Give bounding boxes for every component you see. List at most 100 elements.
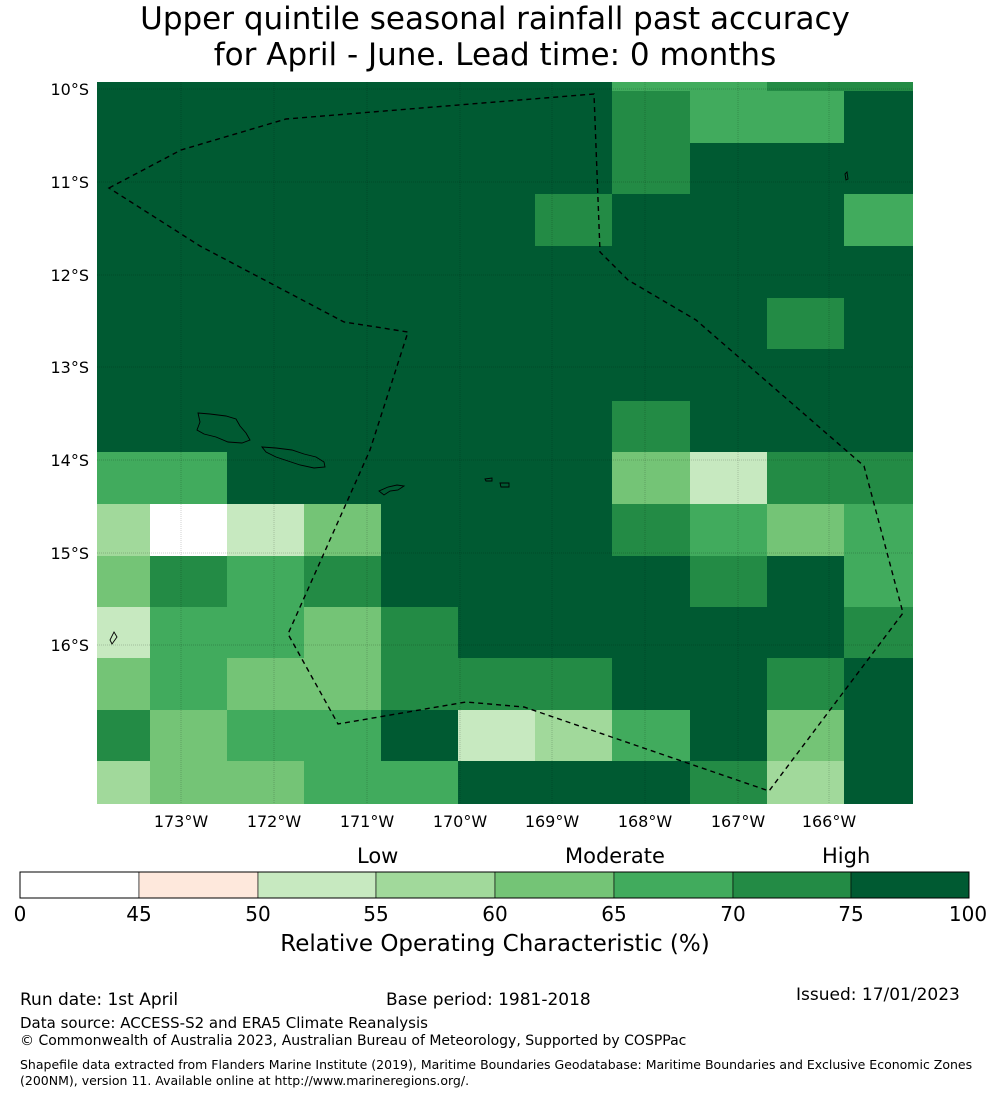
grid-cell bbox=[227, 658, 304, 710]
grid-cell bbox=[150, 143, 227, 194]
grid-cell bbox=[304, 143, 381, 194]
grid-cell bbox=[304, 504, 381, 556]
legend-low-label: Low bbox=[357, 844, 399, 868]
grid-cell bbox=[97, 298, 150, 349]
grid-cell bbox=[690, 401, 767, 452]
grid-cell bbox=[844, 91, 913, 143]
grid-cell bbox=[150, 710, 227, 761]
grid-cell bbox=[97, 658, 150, 710]
grid-cell bbox=[612, 143, 690, 194]
savaii-island bbox=[196, 412, 251, 444]
grid-cell bbox=[150, 91, 227, 143]
grid-cell bbox=[381, 761, 458, 804]
grid-cell bbox=[844, 143, 913, 194]
grid-cell bbox=[612, 761, 690, 804]
shapefile-credit-line-1: Shapefile data extracted from Flanders M… bbox=[20, 1057, 973, 1072]
grid-cell bbox=[150, 452, 227, 504]
grid-cell bbox=[690, 607, 767, 658]
grid-cell bbox=[767, 658, 844, 710]
grid-cell bbox=[767, 298, 844, 349]
eez-boundary bbox=[107, 93, 904, 792]
grid-cell bbox=[304, 82, 381, 91]
grid-cell bbox=[458, 349, 535, 401]
grid-cell bbox=[458, 246, 535, 298]
grid-cell bbox=[304, 246, 381, 298]
grid-cell bbox=[690, 82, 767, 91]
grid-cell bbox=[767, 246, 844, 298]
grid-cell bbox=[150, 504, 227, 556]
grid-cell bbox=[690, 658, 767, 710]
grid-cell bbox=[227, 194, 304, 246]
colorbar-segment bbox=[257, 871, 377, 899]
map-title-line-2: for April - June. Lead time: 0 months bbox=[213, 37, 777, 73]
grid-cell bbox=[458, 82, 535, 91]
longitude-label: 172°W bbox=[247, 812, 302, 831]
grid-cell bbox=[612, 349, 690, 401]
grid-cell bbox=[97, 504, 150, 556]
grid-cell bbox=[150, 298, 227, 349]
colorbar-tick: 75 bbox=[838, 902, 864, 926]
grid-cell bbox=[612, 246, 690, 298]
grid-cell bbox=[227, 349, 304, 401]
rose-atoll bbox=[109, 631, 118, 645]
grid-cell bbox=[535, 556, 612, 607]
colorbar-tick: 0 bbox=[13, 902, 27, 926]
data-source: Data source: ACCESS-S2 and ERA5 Climate … bbox=[20, 1014, 428, 1032]
grid-cell bbox=[304, 607, 381, 658]
grid-cell bbox=[150, 761, 227, 804]
longitude-label: 168°W bbox=[618, 812, 673, 831]
longitude-label: 171°W bbox=[340, 812, 395, 831]
shapefile-credit-line-2: (200NM), version 11. Available online at… bbox=[20, 1073, 470, 1088]
grid-cell bbox=[844, 194, 913, 246]
grid-cell bbox=[458, 607, 535, 658]
grid-cell bbox=[227, 91, 304, 143]
grid-cell bbox=[458, 761, 535, 804]
tutuila-island bbox=[378, 484, 406, 496]
grid-cell bbox=[767, 452, 844, 504]
grid-cell bbox=[612, 194, 690, 246]
grid-cell bbox=[767, 710, 844, 761]
grid-cell bbox=[227, 401, 304, 452]
legend-high-label: High bbox=[822, 844, 871, 868]
copyright: © Commonwealth of Australia 2023, Austra… bbox=[20, 1033, 687, 1049]
grid-cell bbox=[844, 556, 913, 607]
grid-cell bbox=[97, 401, 150, 452]
grid-cell bbox=[612, 710, 690, 761]
colorbar-frame bbox=[19, 871, 970, 899]
colorbar-tick: 50 bbox=[245, 902, 271, 926]
colorbar-tick: 60 bbox=[482, 902, 508, 926]
grid-cell bbox=[97, 246, 150, 298]
grid-cell bbox=[227, 82, 304, 91]
latitude-label: 14°S bbox=[50, 451, 89, 470]
grid-cell bbox=[458, 143, 535, 194]
grid-cell bbox=[535, 401, 612, 452]
grid-cell bbox=[458, 452, 535, 504]
colorbar-tick: 55 bbox=[363, 902, 389, 926]
upolu-island bbox=[261, 446, 326, 469]
grid-cell bbox=[767, 556, 844, 607]
grid-cell bbox=[535, 91, 612, 143]
grid-cell bbox=[767, 607, 844, 658]
grid-cell bbox=[535, 710, 612, 761]
grid-cell bbox=[304, 710, 381, 761]
grid-cell bbox=[227, 246, 304, 298]
grid-cell bbox=[767, 194, 844, 246]
grid-cell bbox=[844, 452, 913, 504]
longitude-label: 169°W bbox=[525, 812, 580, 831]
grid-cell bbox=[381, 349, 458, 401]
colorbar-tick: 100 bbox=[948, 902, 988, 926]
grid-cell bbox=[304, 349, 381, 401]
grid-cell bbox=[304, 761, 381, 804]
grid-cell bbox=[844, 349, 913, 401]
grid-cell bbox=[381, 504, 458, 556]
grid-cell bbox=[458, 556, 535, 607]
grid-cell bbox=[150, 658, 227, 710]
grid-cell bbox=[227, 761, 304, 804]
colorbar-axis-label: Relative Operating Characteristic (%) bbox=[280, 931, 710, 957]
longitude-label: 167°W bbox=[711, 812, 766, 831]
grid-cell bbox=[612, 607, 690, 658]
colorbar-segment bbox=[494, 871, 615, 899]
colorbar-tick: 65 bbox=[601, 902, 627, 926]
grid-cell bbox=[150, 401, 227, 452]
grid-cell bbox=[844, 710, 913, 761]
